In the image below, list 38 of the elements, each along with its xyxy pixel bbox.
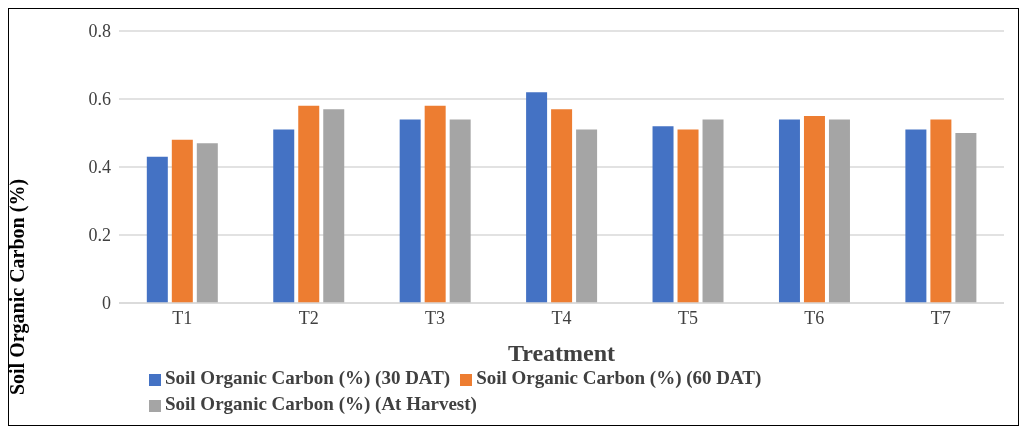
bar (551, 109, 573, 303)
bar (171, 139, 193, 303)
bar (196, 143, 218, 303)
bar (323, 109, 345, 303)
x-axis-title: Treatment (507, 340, 616, 366)
bar (298, 105, 320, 303)
bar (803, 116, 825, 303)
y-tick-label: 0.2 (88, 225, 111, 246)
bar (778, 119, 800, 303)
bar (702, 119, 724, 303)
bar (576, 129, 598, 303)
x-tick-label: T4 (551, 307, 572, 328)
bar (652, 126, 674, 303)
bar (449, 119, 471, 303)
bar (424, 105, 446, 303)
bar (828, 119, 850, 303)
legend-label: Soil Organic Carbon (%) (60 DAT) (476, 367, 762, 388)
bar (526, 92, 548, 303)
bar (677, 129, 699, 303)
x-tick-label: T2 (298, 307, 319, 328)
bar (905, 129, 927, 303)
x-tick-label: T6 (804, 307, 825, 328)
legend-label: Soil Organic Carbon (%) (30 DAT) (165, 367, 451, 388)
y-tick-label: 0.4 (88, 157, 111, 178)
bar (273, 129, 295, 303)
y-tick-label: 0.6 (88, 89, 111, 110)
bar (955, 133, 977, 303)
x-tick-label: T5 (677, 307, 698, 328)
y-axis-title: Soil Organic Carbon (%) (6, 178, 30, 396)
x-tick-label: T7 (930, 307, 951, 328)
x-tick-label: T1 (172, 307, 193, 328)
bar (146, 156, 168, 303)
bar (930, 119, 952, 303)
legend-label: Soil Organic Carbon (%) (At Harvest) (165, 393, 477, 414)
y-tick-label: 0.8 (88, 21, 111, 42)
bar (399, 119, 421, 303)
y-tick-label: 0 (102, 293, 111, 314)
x-tick-label: T3 (425, 307, 446, 328)
